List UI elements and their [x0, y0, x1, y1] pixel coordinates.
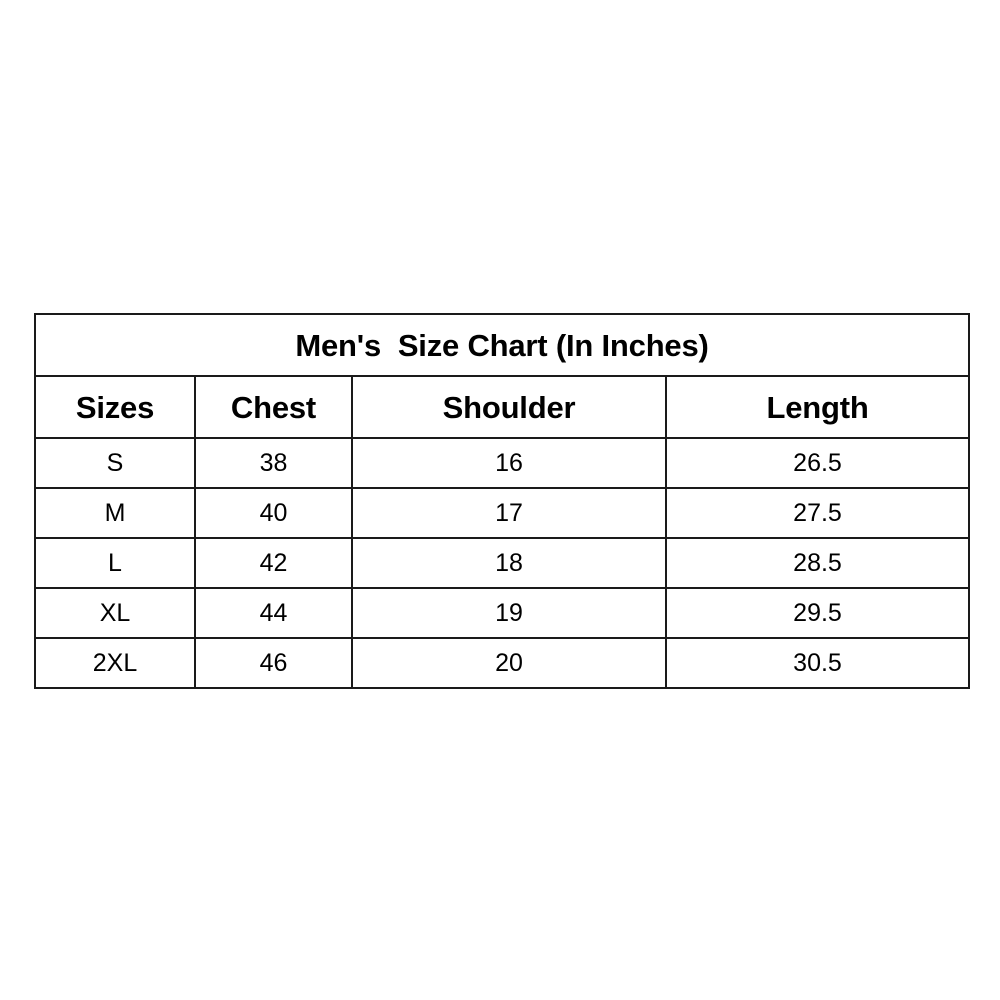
cell-chest: 40 — [194, 487, 353, 539]
table-row: XL 44 19 29.5 — [34, 587, 971, 639]
column-header-length: Length — [664, 375, 971, 439]
size-chart-table: Men's Size Chart (In Inches) Sizes Chest… — [33, 313, 971, 689]
cell-chest: 44 — [194, 587, 353, 639]
cell-size: XL — [34, 587, 196, 639]
cell-size: M — [34, 487, 196, 539]
cell-length: 26.5 — [664, 437, 971, 489]
cell-shoulder: 18 — [351, 537, 667, 589]
cell-size: S — [34, 437, 196, 489]
chart-header-row: Sizes Chest Shoulder Length — [34, 375, 971, 439]
column-header-shoulder: Shoulder — [351, 375, 667, 439]
cell-chest: 42 — [194, 537, 353, 589]
cell-shoulder: 16 — [351, 437, 667, 489]
cell-shoulder: 20 — [351, 637, 667, 689]
cell-length: 27.5 — [664, 487, 971, 539]
cell-size: L — [34, 537, 196, 589]
cell-shoulder: 19 — [351, 587, 667, 639]
cell-length: 30.5 — [664, 637, 971, 689]
table-row: 2XL 46 20 30.5 — [34, 637, 971, 689]
table-row: L 42 18 28.5 — [34, 537, 971, 589]
column-header-chest: Chest — [194, 375, 353, 439]
cell-length: 28.5 — [664, 537, 971, 589]
table-row: S 38 16 26.5 — [34, 437, 971, 489]
cell-length: 29.5 — [664, 587, 971, 639]
chart-title: Men's Size Chart (In Inches) — [33, 313, 971, 377]
cell-chest: 46 — [194, 637, 353, 689]
cell-chest: 38 — [194, 437, 353, 489]
table-row: M 40 17 27.5 — [34, 487, 971, 539]
column-header-sizes: Sizes — [34, 375, 196, 439]
chart-title-row: Men's Size Chart (In Inches) — [33, 313, 971, 377]
cell-shoulder: 17 — [351, 487, 667, 539]
cell-size: 2XL — [34, 637, 196, 689]
